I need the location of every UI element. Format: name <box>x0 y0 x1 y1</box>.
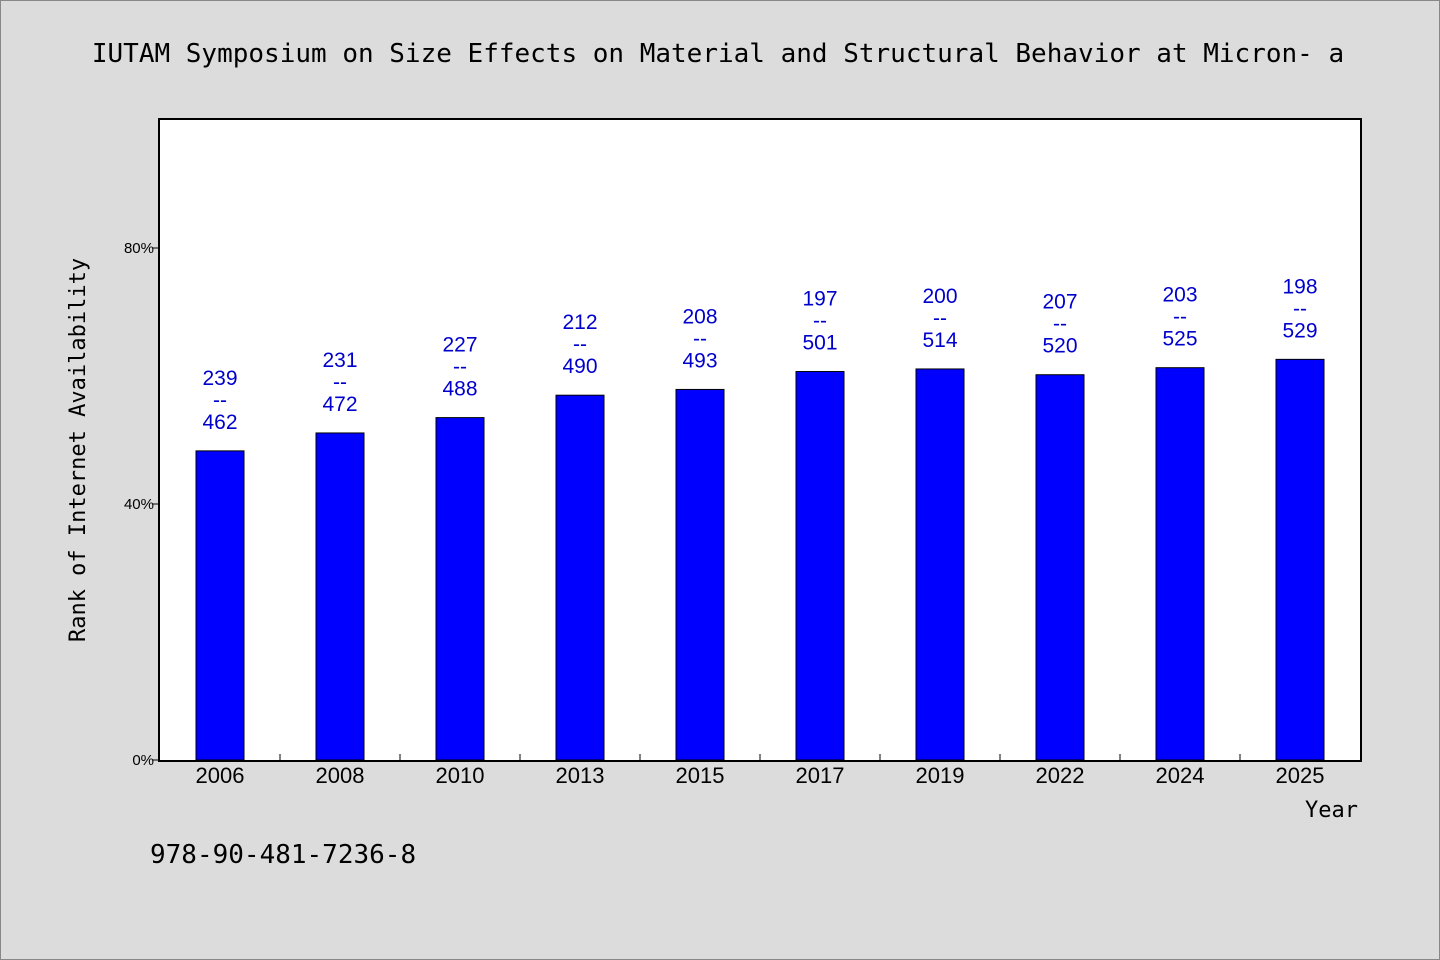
bar <box>795 371 845 761</box>
bar <box>1035 374 1085 761</box>
x-tick-label: 2022 <box>1036 763 1085 788</box>
bar <box>555 394 605 761</box>
x-tick-label: 2008 <box>316 763 365 788</box>
data-label: 490 <box>562 355 597 378</box>
data-label: 207 <box>1042 291 1077 314</box>
bar <box>435 417 485 761</box>
data-label: 501 <box>802 332 837 355</box>
x-tick-label: 2019 <box>916 763 965 788</box>
data-labels: 239--462231--472227--488212--490208--493… <box>202 275 1317 434</box>
data-label: 200 <box>922 285 957 308</box>
data-label: -- <box>1053 313 1067 336</box>
x-axis-label: Year <box>1305 798 1358 823</box>
data-label: 197 <box>802 288 837 311</box>
x-tick-label: 2010 <box>436 763 485 788</box>
data-label: 514 <box>922 329 957 352</box>
data-label: 239 <box>202 367 237 390</box>
data-label: 208 <box>682 305 717 328</box>
data-label: -- <box>933 307 947 330</box>
bars <box>195 358 1325 761</box>
y-axis-label: Rank of Internet Availability <box>66 258 91 642</box>
x-tick-label: 2013 <box>556 763 605 788</box>
data-label: 212 <box>562 311 597 334</box>
x-tick-label: 2015 <box>676 763 725 788</box>
data-label: 198 <box>1282 275 1317 298</box>
data-label: 525 <box>1162 328 1197 351</box>
y-tick-label: 40% <box>124 496 154 513</box>
bar <box>675 388 725 761</box>
data-label: -- <box>333 371 347 394</box>
data-label: -- <box>693 327 707 350</box>
x-tick-label: 2025 <box>1276 763 1325 788</box>
data-label: -- <box>453 356 467 379</box>
y-tick-label: 80% <box>124 240 154 257</box>
bar <box>915 368 965 761</box>
chart-title: IUTAM Symposium on Size Effects on Mater… <box>92 39 1344 69</box>
y-tick-label: 0% <box>132 752 154 769</box>
y-axis: 0% 40% 80% <box>124 240 160 769</box>
data-label: -- <box>213 389 227 412</box>
bar <box>315 432 365 761</box>
data-label: 203 <box>1162 284 1197 307</box>
data-label: 462 <box>202 411 237 434</box>
data-label: 231 <box>322 349 357 372</box>
data-label: 493 <box>682 349 717 372</box>
x-tick-label: 2017 <box>796 763 845 788</box>
data-label: 488 <box>442 378 477 401</box>
isbn-text: 978-90-481-7236-8 <box>150 840 416 870</box>
data-label: -- <box>1173 306 1187 329</box>
data-label: 227 <box>442 334 477 357</box>
bar <box>1155 367 1205 761</box>
x-tick-label: 2006 <box>196 763 245 788</box>
data-label: -- <box>573 333 587 356</box>
x-axis: 2006 2008 2010 2013 2015 2017 2019 2022 2024 2025 <box>196 754 1325 788</box>
data-label: -- <box>813 310 827 333</box>
data-label: -- <box>1293 297 1307 320</box>
bar <box>195 450 245 761</box>
bar <box>1275 358 1325 761</box>
data-label: 472 <box>322 393 357 416</box>
data-label: 529 <box>1282 319 1317 342</box>
data-label: 520 <box>1042 335 1077 358</box>
x-tick-label: 2024 <box>1156 763 1205 788</box>
